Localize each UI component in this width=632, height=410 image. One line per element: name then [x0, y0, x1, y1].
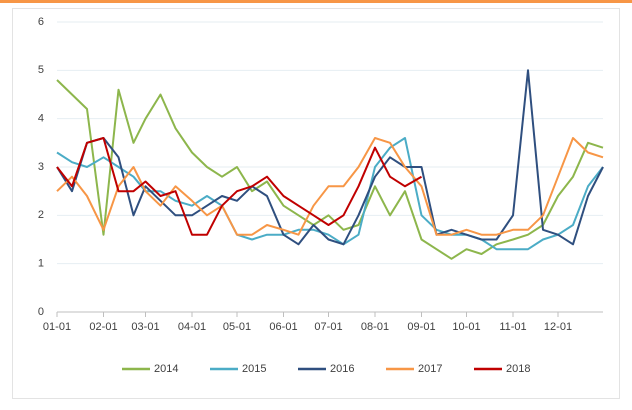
legend-label: 2017 — [418, 363, 442, 375]
legend-label: 2014 — [154, 363, 178, 375]
series-line — [56, 69, 604, 246]
y-tick-label: 5 — [38, 64, 44, 76]
y-tick-label: 4 — [38, 113, 44, 125]
x-tick-label: 08-01 — [361, 321, 389, 333]
x-tick-label: 07-01 — [314, 321, 342, 333]
y-tick-label: 6 — [38, 16, 44, 28]
series-line — [56, 137, 423, 236]
y-tick-label: 0 — [38, 306, 44, 318]
x-tick-label: 05-01 — [223, 321, 251, 333]
x-tick-label: 06-01 — [269, 321, 297, 333]
legend-label: 2015 — [242, 363, 266, 375]
x-tick-label: 11-01 — [499, 321, 526, 333]
x-tick-label: 03-01 — [131, 321, 159, 333]
legend-label: 2018 — [506, 363, 530, 375]
series-line — [56, 137, 604, 236]
legend-label: 2016 — [330, 363, 354, 375]
x-tick-label: 02-01 — [89, 321, 117, 333]
x-tick-label: 10-01 — [452, 321, 480, 333]
x-tick-label: 12-01 — [544, 321, 572, 333]
y-tick-label: 3 — [38, 161, 44, 173]
series-line — [56, 79, 604, 260]
x-tick-label: 01-01 — [43, 321, 71, 333]
x-tick-label: 09-01 — [407, 321, 435, 333]
y-tick-label: 2 — [38, 209, 44, 221]
x-tick-label: 04-01 — [178, 321, 206, 333]
y-tick-label: 1 — [38, 258, 44, 270]
frame — [12, 8, 620, 399]
